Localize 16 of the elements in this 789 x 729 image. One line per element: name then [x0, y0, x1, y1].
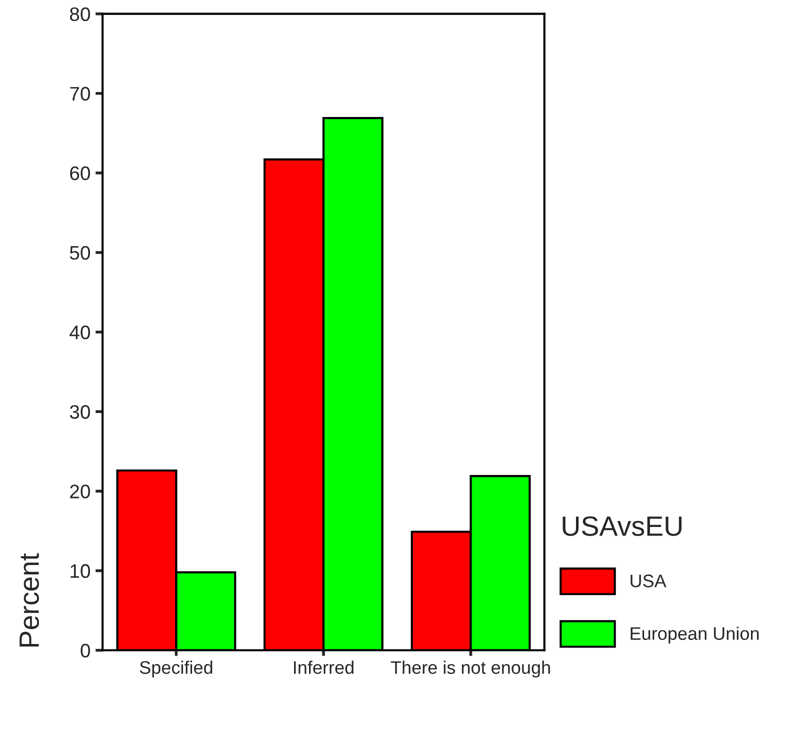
y-tick-label: 20: [70, 484, 90, 498]
y-tick-label: 30: [70, 405, 90, 419]
y-tick-label: 80: [70, 7, 90, 22]
y-tick-label: 60: [70, 166, 90, 180]
y-tick-label: 70: [70, 86, 90, 101]
y-axis-title: Percent: [20, 553, 40, 647]
legend-label: USA: [630, 574, 666, 588]
legend-title: USAvsEU: [562, 516, 682, 536]
x-tick-label: There is not enough: [390, 660, 550, 678]
y-tick-label: 10: [70, 564, 90, 578]
x-tick-label: Specified: [140, 660, 212, 678]
x-tick-label: Inferred: [294, 660, 354, 674]
y-tick-label: 50: [70, 246, 90, 260]
y-tick-label: 0: [80, 644, 90, 658]
legend-label: European Union: [630, 626, 759, 644]
y-tick-label: 40: [70, 326, 90, 340]
